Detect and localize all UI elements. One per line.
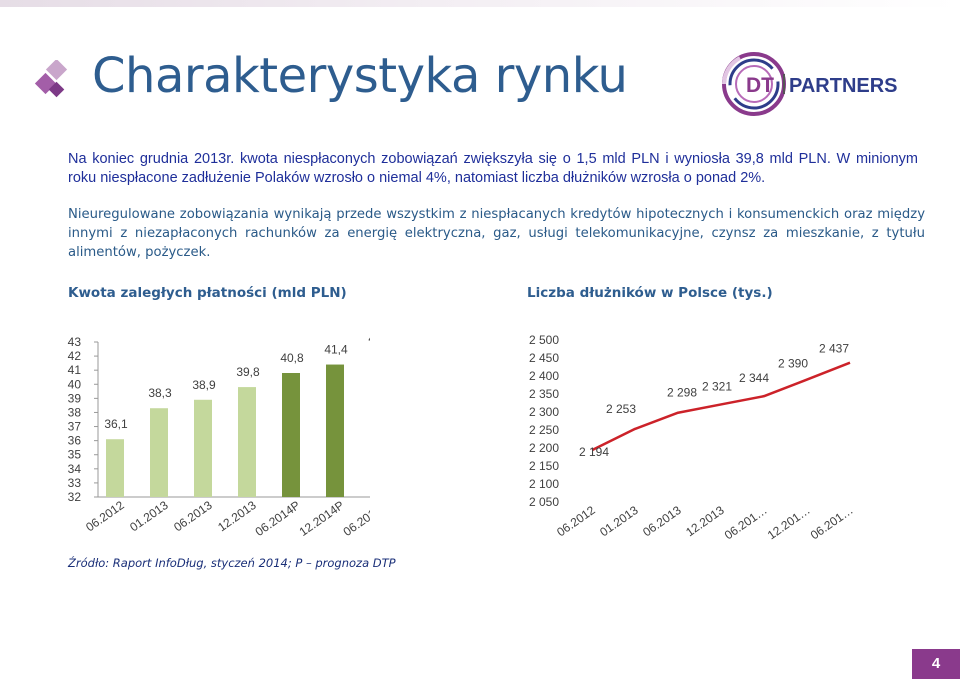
line-y-tick-label: 2 100 (529, 477, 559, 491)
bar-12.2013 (238, 387, 256, 497)
bar-x-tick-label: 06.2015P (341, 498, 370, 539)
line-y-tick-label: 2 050 (529, 495, 559, 509)
line-y-tick-label: 2 350 (529, 387, 559, 401)
bar-01.2013 (150, 408, 168, 497)
line-data-label: 2 321 (702, 379, 732, 393)
line-y-tick-label: 2 200 (529, 441, 559, 455)
line-x-tick-label: 06.201… (722, 503, 770, 542)
bar-y-tick-label: 40 (68, 377, 82, 391)
bar-06.2014P (282, 373, 300, 497)
line-data-label: 2 298 (667, 386, 697, 400)
bar-x-tick-label: 06.2014P (253, 498, 303, 539)
logo-text-partners: PARTNERS (789, 75, 898, 97)
line-data-label: 2 437 (819, 342, 849, 356)
bar-x-tick-label: 12.2014P (297, 498, 347, 539)
bar-06.2012 (106, 439, 124, 497)
diamond-bullet-icon (34, 60, 68, 98)
bar-y-tick-label: 35 (68, 448, 82, 462)
line-x-tick-label: 06.2013 (640, 503, 684, 540)
line-y-tick-label: 2 150 (529, 459, 559, 473)
line-x-tick-label: 01.2013 (597, 503, 641, 540)
top-decorative-band (0, 0, 960, 7)
bar-data-label: 39,8 (236, 365, 260, 379)
line-y-tick-label: 2 250 (529, 423, 559, 437)
line-data-label: 2 344 (739, 371, 769, 385)
bar-y-tick-label: 42 (68, 349, 82, 363)
line-x-tick-label: 06.201… (808, 503, 856, 542)
bar-y-tick-label: 38 (68, 405, 82, 419)
line-x-tick-label: 12.201… (765, 503, 813, 542)
details-paragraph: Nieuregulowane zobowiązania wynikają prz… (68, 207, 925, 260)
line-data-label: 2 253 (606, 402, 636, 416)
bar-data-label: 41,4 (324, 343, 348, 357)
bar-x-tick-label: 01.2013 (127, 498, 171, 535)
line-data-label: 2 390 (778, 357, 808, 371)
bar-y-tick-label: 41 (68, 363, 82, 377)
bar-data-label: 38,3 (148, 386, 172, 400)
bar-y-tick-label: 39 (68, 391, 82, 405)
bar-data-label: 42,2 (368, 331, 370, 345)
bar-y-tick-label: 36 (68, 434, 82, 448)
bar-y-tick-label: 32 (68, 490, 82, 504)
bar-x-tick-label: 06.2012 (83, 498, 127, 535)
bar-y-tick-label: 33 (68, 476, 82, 490)
line-chart-title: Liczba dłużników w Polsce (tys.) (527, 285, 773, 301)
page-number-badge: 4 (912, 649, 960, 679)
bar-chart-title: Kwota zaległych płatności (mld PLN) (68, 285, 347, 301)
line-data-label: 2 194 (579, 445, 609, 459)
bar-y-tick-label: 34 (68, 462, 82, 476)
bar-06.2013 (194, 399, 212, 497)
intro-paragraph: Na koniec grudnia 2013r. kwota niespłaco… (68, 151, 918, 186)
line-y-tick-label: 2 500 (529, 333, 559, 347)
bar-y-tick-label: 43 (68, 335, 82, 349)
line-y-tick-label: 2 300 (529, 405, 559, 419)
bar-x-tick-label: 06.2013 (171, 498, 215, 535)
bar-data-label: 38,9 (192, 378, 216, 392)
debtors-count-line-chart: 2 050 2 100 2 150 2 200 2 250 2 300 2 350 2 400… (529, 333, 856, 542)
bar-data-label: 40,8 (280, 351, 304, 365)
line-y-tick-label: 2 400 (529, 369, 559, 383)
bar-data-label: 36,1 (104, 417, 128, 431)
debtors-series-line (591, 361, 851, 452)
line-x-tick-label: 06.2012 (554, 503, 598, 540)
dt-partners-logo: DT PARTNERS (722, 52, 898, 116)
bar-12.2014P (326, 364, 344, 497)
line-y-tick-label: 2 450 (529, 351, 559, 365)
page-title: Charakterystyka rynku (92, 48, 628, 104)
line-x-tick-label: 12.2013 (683, 503, 727, 540)
logo-text-dt: DT (746, 74, 774, 97)
bar-y-tick-label: 37 (68, 420, 82, 434)
source-note: Źródło: Raport InfoDług, styczeń 2014; P… (68, 556, 396, 570)
